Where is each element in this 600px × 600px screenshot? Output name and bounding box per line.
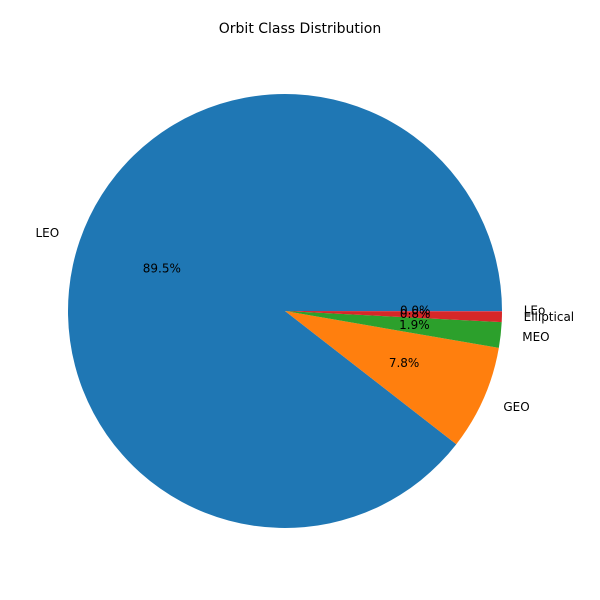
pie-slice-elliptical-3 (285, 311, 502, 323)
chart-title: Orbit Class Distribution (219, 21, 381, 37)
slice-label-meo-2: MEO (522, 330, 549, 344)
slice-label-leo-4: LEo (524, 304, 546, 318)
pie-slice-geo-1 (285, 311, 499, 445)
pct-label-leo-0: 89.5% (143, 261, 181, 275)
pct-label-meo-2: 1.9% (399, 318, 430, 332)
pie-labels: LEO 89.5% GEO 7.8% MEO 1.9% Elliptical 0.8% LEo 0… (35, 226, 574, 414)
pie-slice-meo-2 (285, 311, 502, 348)
pie-slices (67, 93, 503, 528)
slice-label-leo-0: LEO (35, 226, 59, 240)
pct-label-leo-4: 0.0% (400, 304, 431, 318)
pct-label-geo-1: 7.8% (389, 356, 420, 370)
pct-label-elliptical-3: 0.8% (400, 307, 431, 321)
slice-label-elliptical-3: Elliptical (524, 310, 575, 324)
slice-label-geo-1: GEO (503, 400, 529, 414)
pie-slice-leo-0 (67, 93, 502, 528)
